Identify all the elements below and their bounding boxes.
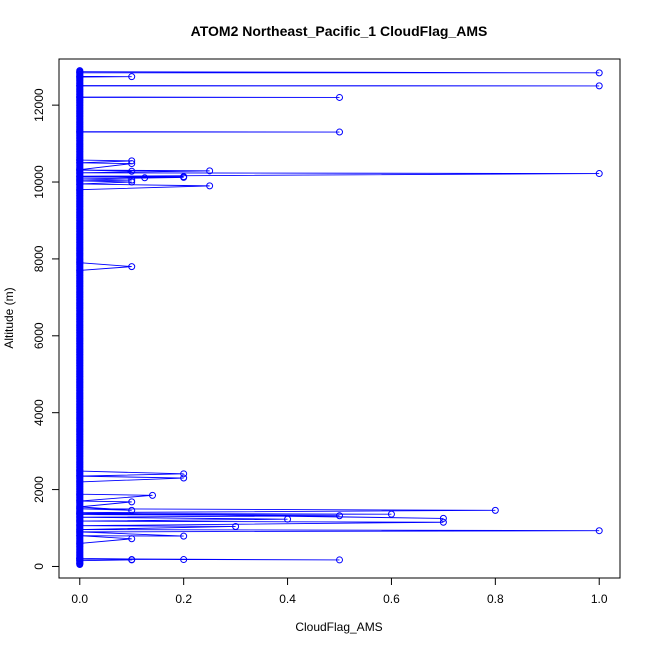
data-point xyxy=(128,263,136,271)
data-point xyxy=(76,128,84,136)
data-point xyxy=(595,527,603,535)
y-tick-label: 12000 xyxy=(32,88,46,122)
x-tick-label: 0.4 xyxy=(279,592,296,606)
data-point xyxy=(336,128,343,136)
x-tick-label: 1.0 xyxy=(591,592,608,606)
data-point xyxy=(284,515,292,523)
data-point xyxy=(439,518,447,526)
data-point xyxy=(76,169,84,177)
data-point xyxy=(76,259,84,267)
data-point xyxy=(128,73,136,81)
data-point xyxy=(128,157,136,165)
data-point xyxy=(76,505,84,513)
data-point xyxy=(76,266,84,274)
data-point xyxy=(336,512,343,520)
data-point xyxy=(76,93,84,101)
y-tick-label: 8000 xyxy=(32,245,46,272)
data-point xyxy=(336,556,343,564)
data-point xyxy=(76,539,84,547)
data-point xyxy=(128,178,136,186)
y-axis: 0 2000 4000 6000 8000 10000 12000 xyxy=(32,88,60,570)
data-point xyxy=(595,82,603,90)
y-tick-label: 0 xyxy=(32,563,46,570)
y-tick-label: 2000 xyxy=(32,476,46,503)
data-point xyxy=(128,167,136,175)
data-point xyxy=(387,510,395,518)
data-point xyxy=(128,535,136,543)
data-point xyxy=(128,176,136,184)
data-point xyxy=(128,498,136,506)
y-tick-label: 6000 xyxy=(32,322,46,349)
data-point xyxy=(128,506,136,514)
series-layer xyxy=(76,67,603,569)
data-point xyxy=(128,160,136,168)
data-point xyxy=(595,69,603,77)
data-point xyxy=(232,522,240,530)
data-point xyxy=(439,514,447,522)
data-point xyxy=(76,472,84,480)
data-point xyxy=(180,173,188,181)
data-point xyxy=(76,467,84,475)
data-point xyxy=(76,522,84,530)
chart-title: ATOM2 Northeast_Pacific_1 CloudFlag_AMS xyxy=(191,23,488,39)
data-point xyxy=(76,166,84,174)
data-point xyxy=(206,182,214,190)
data-point xyxy=(76,497,84,505)
data-point xyxy=(76,82,84,90)
data-point xyxy=(76,517,84,525)
data-point xyxy=(76,156,84,164)
x-tick-label: 0.0 xyxy=(71,592,88,606)
data-point xyxy=(76,180,84,188)
data-point xyxy=(76,554,84,562)
data-point xyxy=(76,159,84,167)
y-tick-label: 10000 xyxy=(32,165,46,199)
data-point xyxy=(141,174,149,182)
data-point xyxy=(76,513,84,521)
data-point xyxy=(491,506,499,514)
data-point xyxy=(180,556,188,564)
x-tick-label: 0.6 xyxy=(383,592,400,606)
x-axis-label: CloudFlag_AMS xyxy=(295,620,382,634)
data-point xyxy=(128,556,136,564)
y-tick-label: 4000 xyxy=(32,399,46,426)
data-point xyxy=(76,559,84,567)
data-point xyxy=(76,177,84,185)
data-point xyxy=(595,170,603,178)
data-point xyxy=(180,470,188,478)
x-tick-label: 0.2 xyxy=(175,592,192,606)
data-point xyxy=(76,526,84,534)
x-tick-label: 0.8 xyxy=(487,592,504,606)
data-point xyxy=(149,491,156,499)
data-point xyxy=(76,72,84,80)
data-point xyxy=(76,68,84,76)
data-point xyxy=(336,93,343,101)
data-point xyxy=(76,490,84,498)
x-axis: 0.0 0.2 0.4 0.6 0.8 1.0 xyxy=(71,577,608,606)
data-point xyxy=(180,474,188,482)
data-point xyxy=(206,167,214,175)
data-point xyxy=(180,532,188,540)
y-axis-label: Altitude (m) xyxy=(2,287,16,348)
